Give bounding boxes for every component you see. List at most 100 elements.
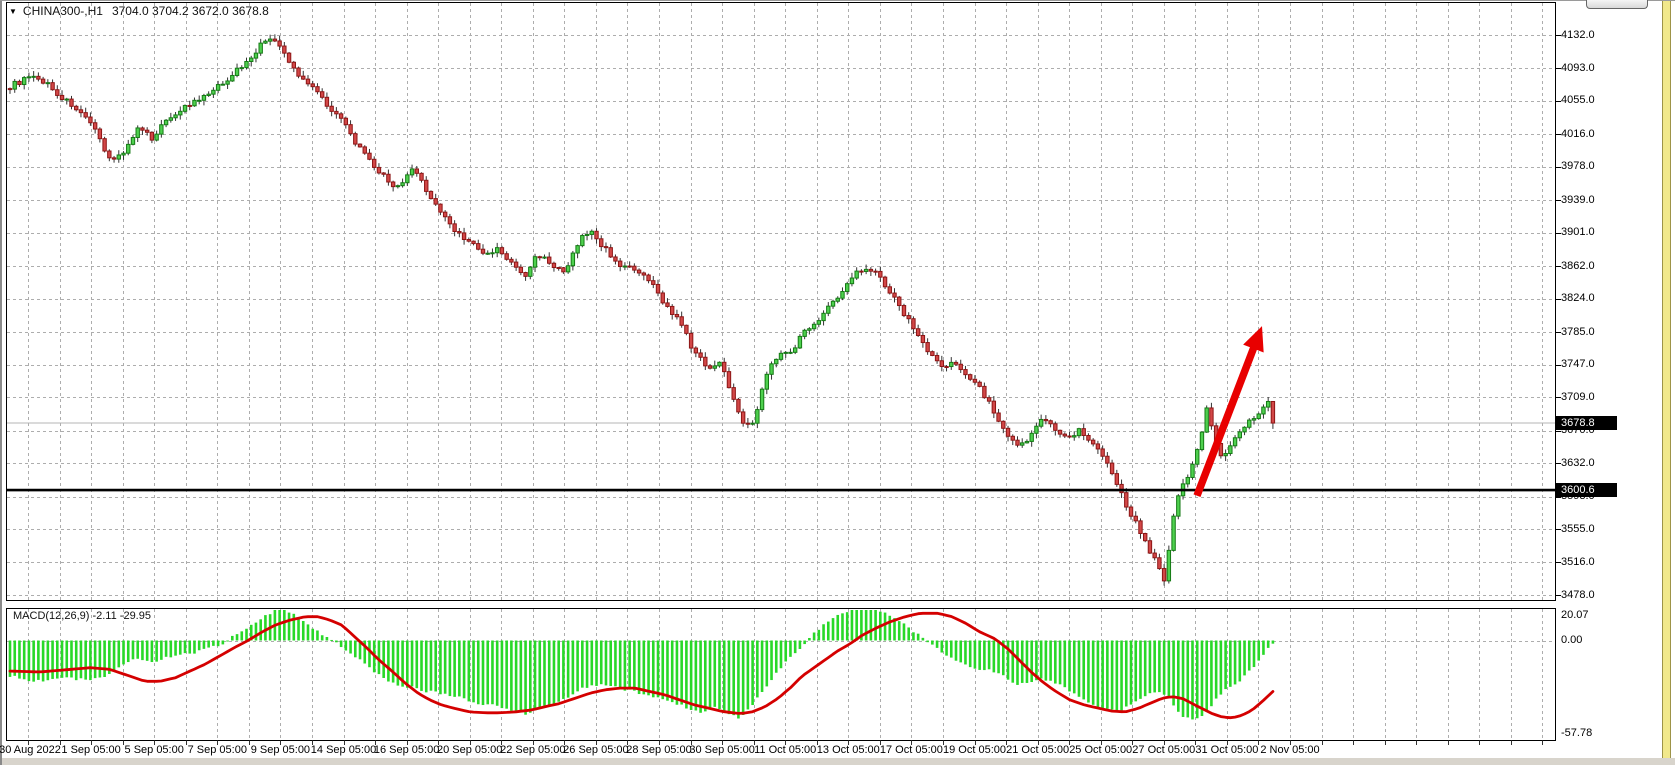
candle-down [982, 385, 987, 399]
candle-up [400, 182, 405, 187]
macd-bar [949, 640, 953, 658]
macd-bar [1091, 640, 1095, 705]
macd-bar [467, 640, 471, 702]
candle-down [107, 150, 112, 159]
candle-down [424, 179, 429, 192]
candle-down [745, 422, 751, 425]
date-axis-label: 13 Oct 05:00 [816, 744, 880, 756]
macd-bar [604, 640, 608, 686]
macd-bar [8, 640, 12, 677]
macd-bar [1271, 640, 1275, 644]
candle-up [802, 329, 807, 337]
macd-bar [510, 640, 513, 711]
date-axis-label: 9 Sep 05:00 [250, 744, 311, 756]
macd-bar [207, 640, 210, 648]
candle-down [925, 342, 930, 353]
symbol-dropdown-icon[interactable]: ▼ [9, 7, 17, 16]
candle-up [1185, 476, 1190, 485]
candle-down [599, 238, 604, 248]
candle-up [130, 136, 136, 145]
macd-bar [18, 640, 21, 679]
macd-bar [117, 640, 121, 668]
macd-bar [803, 640, 806, 645]
candle-down [1062, 433, 1067, 437]
macd-bar [325, 637, 329, 641]
date-axis-label: 19 Oct 05:00 [943, 744, 1006, 756]
macd-bar [1087, 640, 1090, 703]
macd-bar [916, 633, 920, 641]
macd-bar [1077, 640, 1081, 697]
candle-down [319, 91, 325, 98]
macd-bar [727, 640, 731, 715]
candle-up [197, 99, 202, 102]
macd-bar [812, 632, 816, 641]
window-button-partial[interactable] [1586, 0, 1648, 9]
candle-up [395, 185, 401, 188]
candle-up [225, 80, 230, 85]
macd-axis-label: 0.00 [1561, 634, 1583, 646]
macd-bar [235, 634, 239, 641]
macd-bar [590, 640, 594, 686]
trend-arrow-head [1243, 326, 1264, 353]
candle-down [499, 247, 505, 255]
candle-up [565, 265, 571, 273]
date-axis-label: 16 Sep 05:00 [373, 744, 440, 756]
candle-up [570, 252, 576, 267]
macd-bar [335, 640, 338, 643]
macd-signal-line [8, 611, 1275, 720]
candle-down [343, 117, 349, 126]
price-axis-label: 4055.0 [1561, 94, 1595, 107]
candle-down [873, 270, 878, 273]
trend-arrow[interactable] [1193, 326, 1264, 498]
candle-down [452, 223, 457, 232]
macd-bar [1016, 640, 1019, 685]
candle-up [126, 143, 131, 154]
macd-bar [808, 637, 811, 641]
candle-up [182, 104, 188, 112]
macd-bar [202, 640, 206, 649]
macd-bar [661, 640, 665, 700]
candle-up [239, 67, 244, 70]
candle-down [1095, 443, 1101, 450]
macd-bar [79, 640, 83, 679]
macd-bar [978, 640, 981, 670]
macd-bar [240, 631, 244, 641]
macd-bar [1063, 640, 1067, 688]
macd-bar [694, 640, 698, 711]
macd-bar [987, 640, 991, 670]
macd-bar [817, 629, 821, 641]
candle-down [111, 157, 117, 160]
candle-down [740, 411, 746, 424]
macd-bar [637, 640, 641, 695]
candle-down [1015, 439, 1020, 446]
candle-up [1166, 549, 1172, 582]
macd-bar [855, 610, 858, 641]
macd-bar [822, 624, 825, 641]
macd-bar [264, 615, 267, 641]
candle-up [173, 114, 178, 119]
date-axis-label: 5 Sep 05:00 [124, 744, 184, 756]
macd-bar [1072, 640, 1076, 694]
candle-up [159, 124, 164, 135]
candle-up [1029, 432, 1034, 442]
candle-up [783, 351, 788, 354]
candle-down [428, 190, 434, 200]
candle-down [1005, 427, 1011, 437]
macd-bar [992, 640, 996, 673]
macd-bar [216, 640, 220, 647]
candle-down [915, 328, 921, 337]
macd-bar [136, 640, 140, 659]
macd-bar [27, 640, 31, 682]
macd-bar [1148, 640, 1152, 694]
candle-down [1124, 492, 1129, 508]
macd-bar [1124, 640, 1128, 707]
candle-up [192, 99, 197, 107]
candle-down [17, 80, 22, 86]
candle-up [230, 74, 235, 82]
candle-down [457, 230, 462, 234]
candle-down [1133, 515, 1138, 522]
candle-up [769, 363, 774, 375]
price-axis-label: 4016.0 [1561, 127, 1595, 140]
candle-down [1043, 418, 1049, 422]
